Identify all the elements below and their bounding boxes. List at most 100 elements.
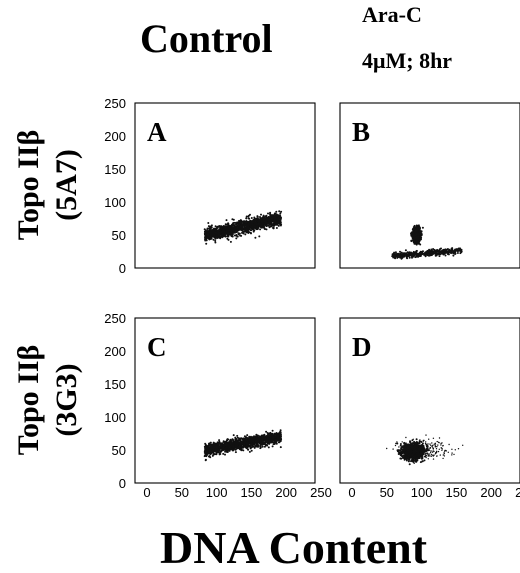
scatter-point bbox=[234, 448, 237, 451]
scatter-point bbox=[271, 220, 273, 223]
scatter-point bbox=[271, 215, 274, 217]
scatter-point bbox=[417, 235, 420, 238]
scatter-point bbox=[457, 247, 460, 250]
scatter-point bbox=[239, 437, 242, 440]
scatter-point bbox=[204, 442, 207, 445]
scatter-point bbox=[266, 442, 269, 445]
scatter-point bbox=[205, 242, 208, 245]
scatter-point bbox=[416, 255, 419, 258]
scatter-point bbox=[267, 440, 270, 443]
scatter-point bbox=[212, 238, 215, 241]
scatter-point bbox=[404, 249, 407, 252]
scatter-point bbox=[272, 226, 275, 229]
scatter-point bbox=[264, 228, 266, 230]
scatter-point bbox=[279, 446, 282, 449]
y-tick-label: 200 bbox=[104, 129, 126, 144]
scatter-point bbox=[210, 233, 212, 236]
scatter-point bbox=[214, 448, 217, 451]
scatter-point bbox=[254, 445, 257, 448]
scatter-point bbox=[213, 444, 216, 447]
scatter-point bbox=[394, 251, 397, 254]
scatter-point bbox=[262, 217, 265, 220]
scatter-point bbox=[235, 230, 238, 233]
scatter-point bbox=[207, 225, 210, 228]
scatter-point bbox=[254, 225, 257, 228]
scatter-point bbox=[242, 227, 245, 230]
y-tick-label: 100 bbox=[104, 410, 126, 425]
scatter-point bbox=[212, 232, 215, 235]
panel-frame bbox=[134, 102, 316, 269]
scatter-point bbox=[259, 216, 261, 218]
scatter-point bbox=[229, 229, 232, 232]
panel-d: D050100150200250 bbox=[339, 317, 520, 500]
scatter-point bbox=[414, 253, 417, 256]
scatter-point bbox=[407, 252, 410, 255]
scatter-point bbox=[405, 255, 408, 258]
scatter-point bbox=[208, 238, 211, 241]
scatter-point bbox=[234, 451, 237, 454]
scatter-point bbox=[222, 446, 225, 449]
scatter-point bbox=[428, 254, 431, 257]
scatter-point bbox=[246, 442, 249, 445]
scatter-point bbox=[261, 225, 263, 228]
scatter-point bbox=[222, 225, 225, 227]
scatter-point bbox=[224, 233, 227, 236]
scatter-point bbox=[231, 218, 234, 221]
scatter-point bbox=[205, 444, 207, 447]
scatter-point bbox=[218, 440, 221, 443]
scatter-point bbox=[437, 253, 439, 256]
scatter-point bbox=[271, 439, 274, 442]
scatter-point bbox=[396, 253, 399, 256]
scatter-point bbox=[236, 434, 239, 437]
scatter-cluster bbox=[410, 224, 424, 246]
panel-letter: C bbox=[147, 332, 167, 362]
scatter-point bbox=[222, 228, 225, 231]
scatter-point bbox=[409, 440, 412, 443]
scatter-point bbox=[209, 450, 212, 453]
scatter-point bbox=[256, 225, 259, 228]
scatter-point bbox=[271, 445, 274, 448]
scatter-point bbox=[251, 228, 254, 231]
scatter-point bbox=[214, 239, 217, 242]
scatter-point bbox=[406, 257, 409, 260]
scatter-point bbox=[226, 232, 229, 235]
scatter-point bbox=[277, 220, 280, 223]
scatter-point bbox=[225, 439, 228, 442]
scatter-point bbox=[451, 247, 454, 250]
scatter-point bbox=[279, 429, 282, 432]
scatter-point bbox=[267, 432, 270, 435]
scatter-point bbox=[224, 223, 227, 226]
scatter-point bbox=[271, 219, 274, 221]
scatter-point bbox=[445, 250, 448, 253]
scatter-point bbox=[259, 228, 262, 231]
scatter-point bbox=[416, 253, 419, 256]
scatter-point bbox=[260, 220, 263, 223]
scatter-point bbox=[240, 449, 243, 452]
scatter-point bbox=[412, 232, 415, 235]
scatter-point bbox=[418, 231, 421, 233]
scatter-point bbox=[210, 229, 213, 232]
scatter-point bbox=[279, 440, 282, 442]
row-label-bottom-protein: Topo IIβ bbox=[12, 345, 45, 456]
scatter-point bbox=[279, 431, 282, 434]
scatter-point bbox=[257, 227, 260, 230]
scatter-point bbox=[269, 436, 272, 439]
scatter-point bbox=[224, 444, 227, 447]
scatter-point bbox=[248, 227, 251, 230]
scatter-point bbox=[210, 448, 213, 450]
scatter-point bbox=[235, 440, 238, 443]
scatter-point bbox=[276, 435, 279, 438]
scatter-point bbox=[224, 453, 226, 456]
scatter-point bbox=[407, 254, 409, 257]
scatter-point bbox=[247, 224, 250, 227]
scatter-point bbox=[256, 217, 259, 220]
scatter-point bbox=[212, 453, 215, 456]
scatter-point bbox=[249, 446, 252, 448]
scatter-point bbox=[248, 217, 251, 220]
scatter-point bbox=[394, 257, 397, 260]
scatter-point bbox=[271, 432, 274, 435]
y-tick-label: 250 bbox=[104, 311, 126, 326]
scatter-point bbox=[394, 253, 397, 256]
